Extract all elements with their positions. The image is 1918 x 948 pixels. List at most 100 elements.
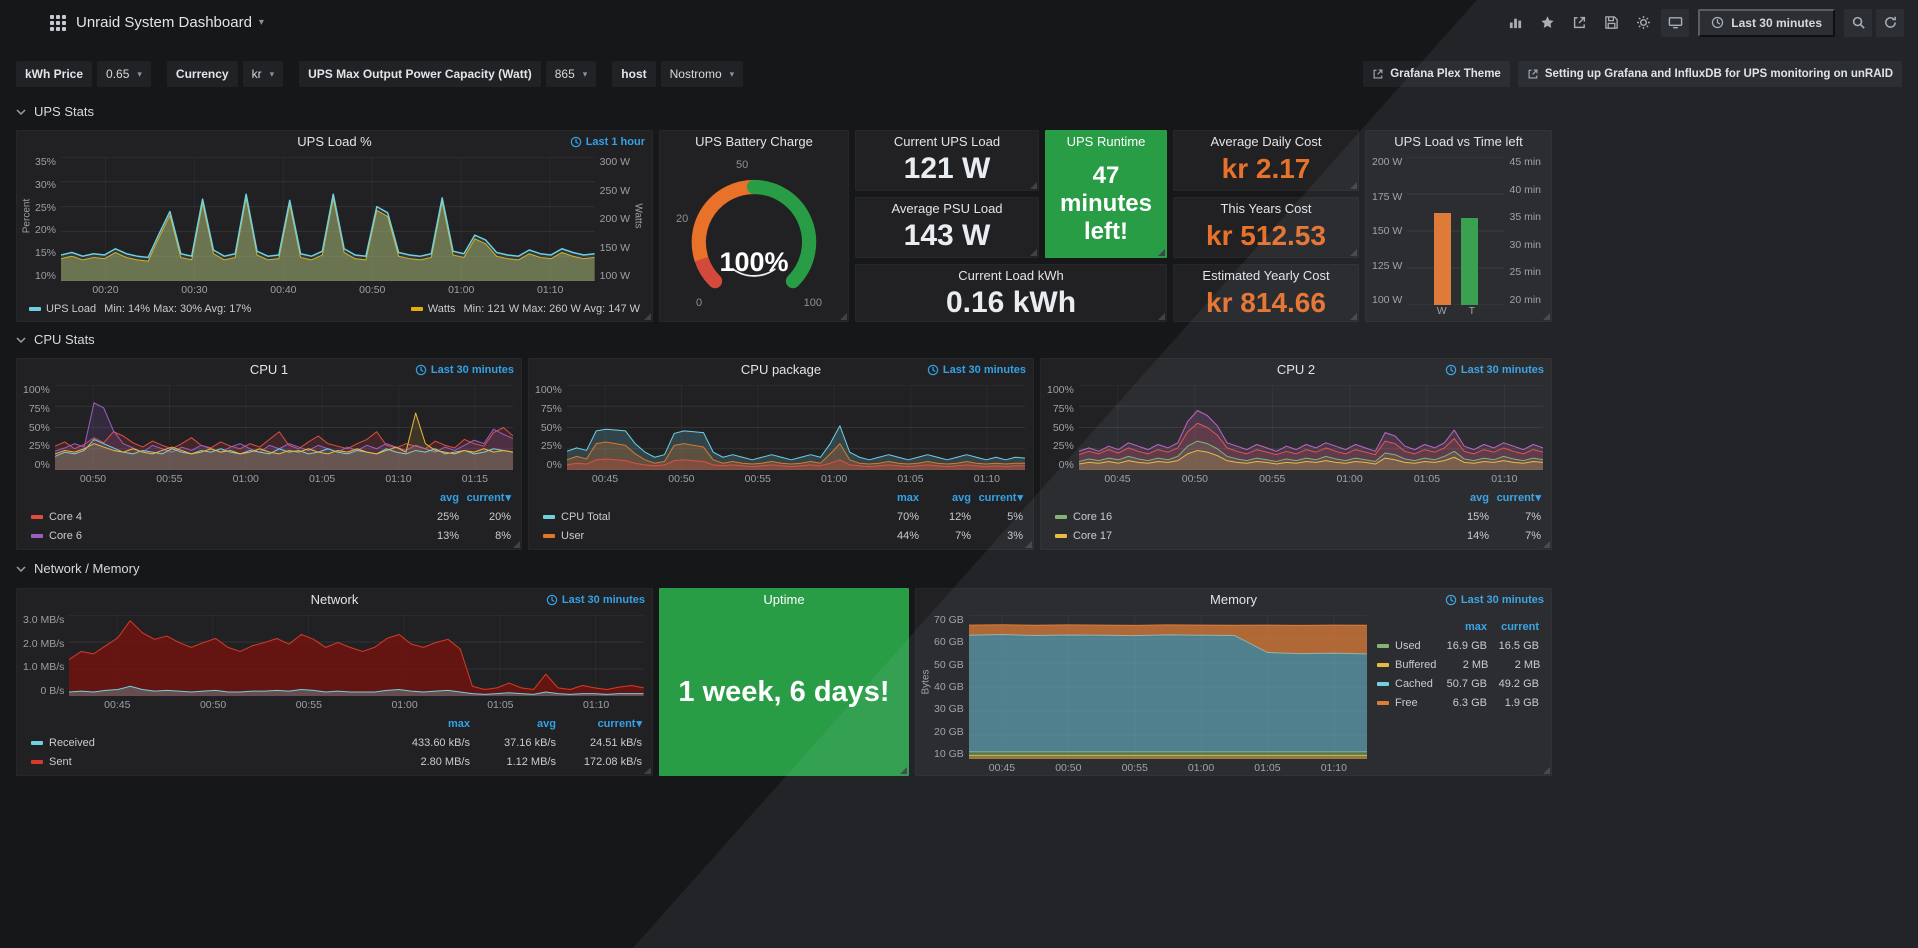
legend-item[interactable]: Cached 50.7 GB 49.2 GB — [1377, 674, 1539, 693]
legend-sort-avg[interactable]: avg — [1470, 491, 1489, 504]
y-tick: 1.0 MB/s — [23, 661, 65, 674]
legend-sort-max[interactable]: max — [1464, 620, 1487, 633]
panel-resize-handle[interactable] — [1030, 249, 1037, 256]
legend-sort-current[interactable]: current▾ — [1496, 492, 1541, 504]
panel-resize-handle[interactable] — [1543, 313, 1550, 320]
legend-sort-current[interactable]: current▾ — [466, 492, 511, 504]
panel-title[interactable]: Average PSU Load — [891, 201, 1003, 216]
save-button[interactable] — [1597, 9, 1625, 37]
panel-resize-handle[interactable] — [644, 313, 651, 320]
dashboards-grid-icon[interactable] — [50, 14, 66, 31]
plot-area[interactable] — [566, 385, 1025, 470]
legend-item[interactable]: Core 4 25% 20% — [31, 507, 511, 526]
panel-resize-handle[interactable] — [840, 313, 847, 320]
gauge-scale-0: 0 — [696, 297, 703, 309]
legend-sort-current[interactable]: current▾ — [978, 492, 1023, 504]
plot-area[interactable] — [61, 157, 595, 281]
legend-item[interactable]: Buffered 2 MB 2 MB — [1377, 655, 1540, 674]
legend-item[interactable]: User 44% 7% 3% — [543, 526, 1023, 545]
panel-current-load-kwh: Current Load kWh 0.16 kWh — [855, 264, 1167, 322]
legend-item[interactable]: Received 433.60 kB/s 37.16 kB/s 24.51 kB/s — [31, 733, 642, 752]
time-range-badge[interactable]: Last 1 hour — [570, 136, 645, 148]
panel-title[interactable]: Current Load kWh — [958, 268, 1064, 283]
time-range-badge[interactable]: Last 30 minutes — [1445, 594, 1544, 606]
time-range-badge[interactable]: Last 30 minutes — [927, 364, 1026, 376]
variable-value-dropdown[interactable]: 865 ▾ — [545, 61, 597, 87]
dashboard-title-dropdown[interactable]: Unraid System Dashboard ▾ — [76, 14, 264, 31]
plot-area[interactable] — [968, 615, 1367, 759]
legend-item[interactable]: Used 16.9 GB 16.5 GB — [1377, 636, 1539, 655]
search-button[interactable] — [1844, 8, 1872, 37]
panel-resize-handle[interactable] — [1350, 182, 1357, 189]
panel-title[interactable]: CPU 1 — [249, 362, 289, 377]
legend-sort-max[interactable]: max — [896, 491, 919, 504]
time-range-badge[interactable]: Last 30 minutes — [546, 594, 645, 606]
legend-item[interactable]: Core 16 15% 7% — [1055, 507, 1541, 526]
variable-value-dropdown[interactable]: Nostromo ▾ — [660, 61, 744, 87]
panel-resize-handle[interactable] — [644, 767, 651, 774]
panel-resize-handle[interactable] — [1025, 541, 1032, 548]
panel-title[interactable]: Estimated Yearly Cost — [1202, 268, 1330, 283]
legend-sort-avg[interactable]: avg — [537, 717, 556, 730]
gauge-arc — [691, 179, 817, 289]
panel-title[interactable]: Memory — [1210, 592, 1257, 607]
panel-title[interactable]: CPU package — [740, 362, 822, 377]
variable-value-dropdown[interactable]: 0.65 ▾ — [97, 61, 151, 87]
panel-title[interactable]: UPS Battery Charge — [695, 134, 813, 149]
star-button[interactable] — [1533, 9, 1561, 37]
x-axis: 00:50 00:55 01:00 01:05 01:10 01:15 — [55, 470, 513, 486]
section-ups-stats[interactable]: UPS Stats — [16, 104, 94, 119]
legend-item[interactable]: Watts Min: 121 W Max: 260 W Avg: 147 W — [410, 303, 640, 315]
section-cpu-stats[interactable]: CPU Stats — [16, 332, 95, 347]
panel-resize-handle[interactable] — [1158, 313, 1165, 320]
legend-item[interactable]: Core 17 14% 7% — [1055, 526, 1541, 545]
plot-area[interactable] — [69, 615, 644, 696]
link-ups-monitoring-guide[interactable]: Setting up Grafana and InfluxDB for UPS … — [1517, 61, 1902, 87]
panel-resize-handle[interactable] — [513, 541, 520, 548]
panel-resize-handle[interactable] — [1543, 541, 1550, 548]
variable-value-dropdown[interactable]: kr ▾ — [242, 61, 284, 87]
panel-resize-handle[interactable] — [1543, 767, 1550, 774]
legend-item[interactable]: Free 6.3 GB 1.9 GB — [1377, 693, 1539, 712]
panel-title[interactable]: Average Daily Cost — [1210, 134, 1322, 149]
panel-resize-handle[interactable] — [1350, 313, 1357, 320]
panel-title[interactable]: Current UPS Load — [893, 134, 1001, 149]
time-range-badge[interactable]: Last 30 minutes — [415, 364, 514, 376]
panel-ups-runtime: UPS Runtime 47 minutes left! — [1045, 130, 1167, 258]
legend-sort-avg[interactable]: avg — [440, 491, 459, 504]
add-panel-button[interactable] — [1501, 9, 1529, 37]
panel-title[interactable]: UPS Load vs Time left — [1394, 134, 1523, 149]
legend-sort-max[interactable]: max — [447, 717, 470, 730]
section-network-memory[interactable]: Network / Memory — [16, 561, 139, 576]
legend-item[interactable]: UPS Load Min: 14% Max: 30% Avg: 17% — [29, 303, 251, 315]
plot-area[interactable] — [1407, 157, 1504, 305]
legend-sort-avg[interactable]: avg — [952, 491, 971, 504]
y-axis-title: Bytes — [920, 669, 932, 695]
panel-resize-handle[interactable] — [1030, 182, 1037, 189]
panel-title[interactable]: UPS Load % — [297, 134, 372, 149]
legend-item[interactable]: Sent 2.80 MB/s 1.12 MB/s 172.08 kB/s — [31, 752, 642, 771]
link-grafana-plex-theme[interactable]: Grafana Plex Theme — [1363, 61, 1510, 87]
time-range-picker[interactable]: Last 30 minutes — [1698, 8, 1835, 37]
legend-sort-current[interactable]: current▾ — [597, 718, 642, 730]
bar-T[interactable] — [1460, 217, 1478, 305]
panel-title[interactable]: CPU 2 — [1276, 362, 1316, 377]
panel-resize-handle[interactable] — [900, 767, 907, 774]
plot-area[interactable] — [54, 385, 513, 470]
legend-item[interactable]: CPU Total 70% 12% 5% — [543, 507, 1023, 526]
plot-area[interactable] — [1078, 385, 1543, 470]
legend-item[interactable]: Core 6 13% 8% — [31, 526, 511, 545]
time-range-badge[interactable]: Last 30 minutes — [1445, 364, 1544, 376]
share-button[interactable] — [1565, 9, 1593, 37]
panel-resize-handle[interactable] — [1350, 249, 1357, 256]
panel-resize-handle[interactable] — [1158, 249, 1165, 256]
panel-title[interactable]: UPS Runtime — [1066, 134, 1146, 149]
panel-title[interactable]: Network — [310, 592, 359, 607]
tv-kiosk-mode-button[interactable] — [1661, 8, 1690, 37]
settings-gear-icon[interactable] — [1629, 9, 1657, 37]
bar-W[interactable] — [1433, 213, 1451, 305]
refresh-button[interactable] — [1876, 8, 1904, 37]
legend-sort-current[interactable]: current — [1501, 620, 1539, 633]
panel-title[interactable]: Uptime — [763, 592, 805, 607]
panel-title[interactable]: This Years Cost — [1220, 201, 1312, 216]
